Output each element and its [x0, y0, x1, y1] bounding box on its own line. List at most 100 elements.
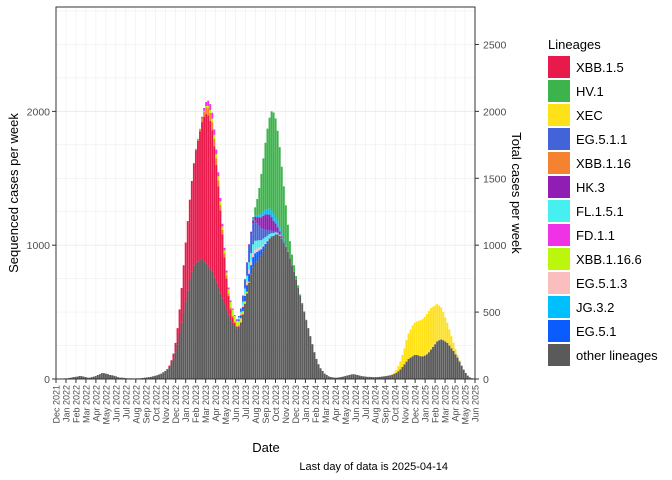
bar-segment: [229, 320, 232, 379]
bar-segment: [219, 210, 222, 294]
bar-segment: [162, 372, 165, 379]
bar-segment: [268, 238, 271, 240]
bar-segment: [205, 102, 208, 107]
bar-segment: [448, 345, 451, 379]
legend-label: HV.1: [576, 83, 604, 99]
bar-segment: [336, 377, 338, 379]
y-axis-left: 0 1000 2000: [27, 106, 56, 386]
bar-segment: [211, 130, 214, 272]
bar-segment: [235, 328, 238, 379]
bar-segment: [407, 358, 410, 379]
bar-segment: [229, 309, 232, 321]
bar-segment: [284, 205, 287, 246]
bar-segment: [201, 258, 203, 379]
bar-segment: [456, 354, 459, 358]
bar-segment: [266, 240, 269, 242]
bar-segment: [434, 305, 437, 345]
bar-segment: [252, 222, 255, 245]
bar-segment: [117, 377, 120, 379]
bar-segment: [223, 257, 226, 305]
bar-segment: [244, 293, 246, 296]
bar-segment: [239, 321, 242, 323]
bar-segment: [237, 317, 240, 319]
bar-segment: [231, 322, 234, 379]
bar-segment: [374, 377, 377, 379]
x-tick-label: Oct 2024: [391, 385, 401, 422]
bar-segment: [395, 372, 398, 379]
bar-segment: [246, 281, 248, 286]
bar-segment: [440, 339, 443, 379]
bar-segment: [442, 340, 445, 379]
bar-segment: [405, 340, 408, 362]
bar-segment: [211, 112, 214, 119]
bar-segment: [299, 294, 302, 297]
bar-segment: [145, 377, 148, 379]
bar-segment: [231, 315, 234, 318]
legend-item: FL.1.5.1: [548, 200, 624, 222]
bar-segment: [282, 239, 285, 242]
y2-tick-label: 0: [483, 374, 489, 386]
bar-segment: [262, 244, 265, 247]
bar-segment: [239, 318, 242, 322]
bar-segment: [272, 112, 275, 215]
bar-segment: [147, 377, 150, 379]
bar-segment: [397, 371, 400, 379]
x-tick-label: Apr 2024: [331, 385, 341, 422]
bar-segment: [237, 321, 240, 326]
bar-segment: [264, 209, 267, 215]
y-tick-label: 1000: [27, 240, 51, 252]
legend-swatch: [548, 224, 570, 246]
bar-segment: [268, 208, 271, 215]
bar-segment: [274, 232, 277, 235]
x-tick-label: Feb 2025: [431, 385, 441, 423]
bar-segment: [154, 375, 156, 379]
bar-segment: [68, 377, 71, 379]
bar-segment: [272, 231, 275, 234]
bar-segment: [184, 242, 187, 302]
bar-segment: [440, 307, 443, 340]
legend-label: FD.1.1: [576, 227, 616, 243]
bar-segment: [111, 375, 114, 379]
bar-segment: [246, 291, 248, 294]
bar-segment: [217, 180, 220, 187]
legend-label: EG.5.1: [576, 323, 617, 339]
bar-segment: [423, 355, 426, 379]
legend-label: EG.5.1.3: [576, 275, 628, 291]
bar-segment: [274, 231, 277, 233]
bar-segment: [223, 250, 226, 254]
bar-segment: [280, 236, 283, 238]
bar-segment: [227, 289, 230, 294]
bar-segment: [407, 333, 410, 359]
x-tick-label: Jul 2023: [241, 385, 251, 419]
bar-segment: [270, 233, 273, 237]
bar-segment: [264, 237, 267, 243]
bar-segment: [260, 249, 263, 256]
bar-segment: [152, 376, 154, 379]
bar-segment: [205, 106, 208, 108]
legend-swatch: [548, 176, 570, 198]
bar-segment: [74, 376, 77, 379]
bar-segment: [299, 296, 302, 379]
bar-segment: [295, 275, 298, 280]
bar-segment: [258, 247, 261, 251]
bar-segment: [350, 374, 353, 379]
bar-segment: [462, 369, 465, 379]
bar-segment: [203, 108, 206, 111]
bar-segment: [438, 340, 441, 379]
bar-segment: [219, 205, 222, 211]
bar-segment: [364, 376, 367, 379]
legend-item: EG.5.1.1: [548, 128, 627, 150]
bar-segment: [215, 158, 218, 165]
x-tick-label: Aug 2024: [371, 385, 381, 424]
bar-segment: [252, 267, 255, 379]
x-tick-label: Jan 2025: [421, 385, 431, 422]
bar-segment: [256, 217, 259, 224]
bar-segment: [331, 377, 334, 379]
bar-segment: [225, 278, 228, 310]
bar-segment: [168, 365, 171, 367]
legend-swatch: [548, 152, 570, 174]
bar-segment: [258, 225, 261, 241]
bar-segment: [452, 350, 455, 379]
bar-segment: [286, 224, 289, 252]
bar-segment: [80, 376, 83, 379]
